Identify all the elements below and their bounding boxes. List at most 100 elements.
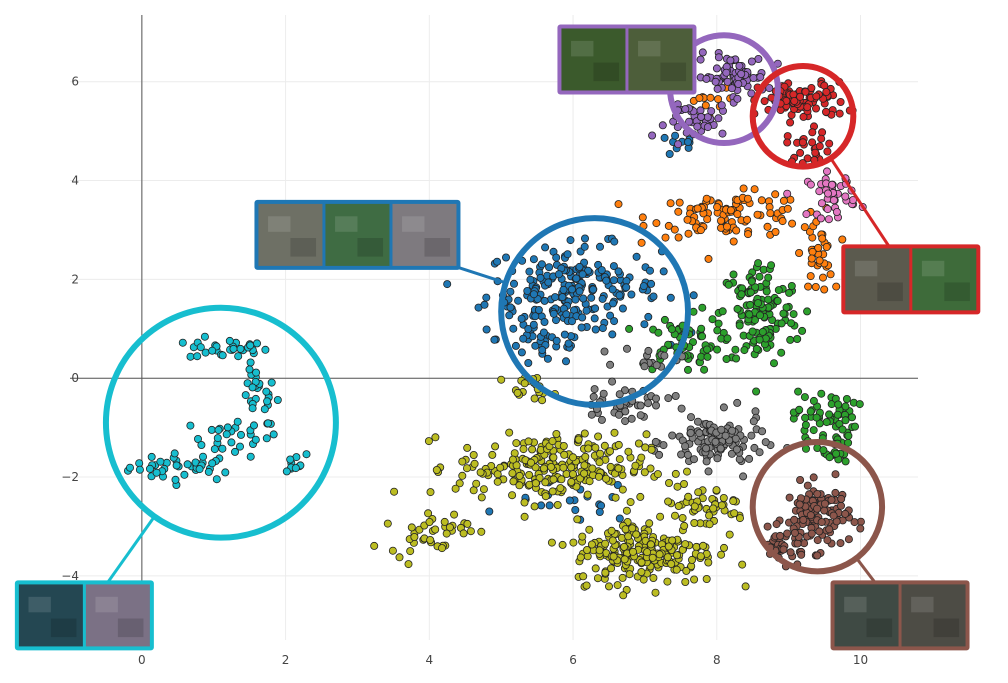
scatter-point-green	[832, 449, 841, 458]
scatter-point-purple	[696, 106, 705, 115]
scatter-point-blue	[587, 293, 596, 302]
scatter-point-blue	[606, 311, 615, 320]
scatter-point-cyan	[204, 467, 213, 476]
scatter-point-cyan	[196, 343, 205, 352]
scatter-point-gray	[644, 346, 653, 355]
x-tick-label: 6	[569, 653, 577, 667]
thumbnail-texture	[877, 282, 903, 302]
scatter-point-olive	[667, 560, 676, 569]
scatter-point-purple	[707, 107, 716, 116]
scatter-point-blue	[613, 480, 622, 489]
scatter-point-olive	[596, 449, 605, 458]
scatter-point-gray	[749, 417, 758, 426]
scatter-point-olive	[608, 536, 617, 545]
scatter-point-gray	[644, 399, 653, 408]
scatter-point-green	[660, 315, 669, 324]
thumbnail-texture	[95, 596, 118, 613]
scatter-point-olive	[431, 433, 440, 442]
scatter-point-olive	[591, 443, 600, 452]
scatter-point-olive	[595, 546, 604, 555]
scatter-point-blue	[581, 234, 590, 243]
scatter-point-green	[774, 286, 783, 295]
scatter-point-olive	[437, 544, 446, 553]
scatter-point-olive	[690, 519, 699, 528]
x-tick-label: 8	[713, 653, 721, 667]
scatter-point-blue	[596, 242, 605, 251]
scatter-point-brown	[827, 495, 836, 504]
scatter-point-cyan	[262, 387, 271, 396]
scatter-point-brown	[809, 473, 818, 482]
scatter-point-blue	[689, 291, 698, 300]
scatter-point-pink	[828, 180, 837, 189]
scatter-point-orange	[779, 196, 788, 205]
scatter-point-olive	[690, 575, 699, 584]
scatter-point-olive	[606, 447, 615, 456]
scatter-point-blue	[482, 325, 491, 334]
scatter-point-orange	[788, 219, 797, 228]
scatter-point-brown	[779, 545, 788, 554]
thumbnail-card-brown	[830, 580, 970, 651]
scatter-point-olive	[601, 568, 610, 577]
scatter-point-blue	[582, 306, 591, 315]
scatter-point-cyan	[207, 425, 216, 434]
scatter-point-olive	[370, 541, 379, 550]
scatter-point-olive	[512, 461, 521, 470]
scatter-point-green	[841, 457, 850, 466]
thumbnail-texture	[854, 260, 878, 277]
scatter-point-olive	[579, 572, 588, 581]
scatter-point-gray	[608, 377, 617, 386]
scatter-point-green	[787, 319, 796, 328]
scatter-point-blue	[543, 354, 552, 363]
scatter-point-blue	[536, 273, 545, 282]
scatter-point-cyan	[223, 423, 232, 432]
scatter-point-green	[667, 325, 676, 334]
scatter-point-olive	[624, 532, 633, 541]
scatter-point-orange	[818, 234, 827, 243]
scatter-point-cyan	[273, 395, 282, 404]
scatter-point-green	[764, 295, 773, 304]
scatter-point-green	[842, 394, 851, 403]
scatter-point-olive	[462, 464, 471, 473]
scatter-point-brown	[785, 493, 794, 502]
scatter-point-green	[625, 324, 634, 333]
scatter-point-brown	[776, 531, 785, 540]
scatter-point-olive	[607, 526, 616, 535]
scatter-point-olive	[512, 439, 521, 448]
scatter-point-orange	[674, 233, 683, 242]
scatter-point-olive	[618, 485, 627, 494]
scatter-point-blue	[552, 336, 561, 345]
scatter-point-gray	[733, 398, 742, 407]
scatter-point-olive	[425, 518, 434, 527]
scatter-point-pink	[817, 199, 826, 208]
scatter-point-olive	[547, 462, 556, 471]
thumbnail-texture	[638, 40, 661, 57]
scatter-point-blue	[482, 293, 491, 302]
scatter-point-olive	[573, 515, 582, 524]
scatter-point-olive	[388, 546, 397, 555]
scatter-point-purple	[747, 57, 756, 66]
scatter-point-gray	[652, 401, 661, 410]
scatter-point-blue	[627, 290, 636, 299]
scatter-point-olive	[557, 475, 566, 484]
scatter-point-green	[825, 453, 834, 462]
scatter-point-blue	[529, 290, 538, 299]
scatter-point-blue	[540, 317, 549, 326]
scatter-point-orange	[822, 242, 831, 251]
thumbnail-texture	[866, 618, 893, 638]
scatter-point-olive	[705, 520, 714, 529]
scatter-point-brown	[796, 475, 805, 484]
y-tick-label: −4	[61, 569, 79, 583]
scatter-point-red	[808, 128, 817, 137]
scatter-point-blue	[529, 320, 538, 329]
scatter-point-cyan	[291, 464, 300, 473]
scatter-point-blue	[571, 505, 580, 514]
scatter-point-green	[770, 359, 779, 368]
scatter-point-green	[723, 334, 732, 343]
scatter-point-olive	[725, 530, 734, 539]
scatter-point-olive	[479, 485, 488, 494]
scatter-point-purple	[703, 123, 712, 132]
scatter-point-olive	[569, 538, 578, 547]
scatter-point-gray	[735, 455, 744, 464]
scatter-point-gray	[758, 427, 767, 436]
scatter-point-brown	[786, 548, 795, 557]
